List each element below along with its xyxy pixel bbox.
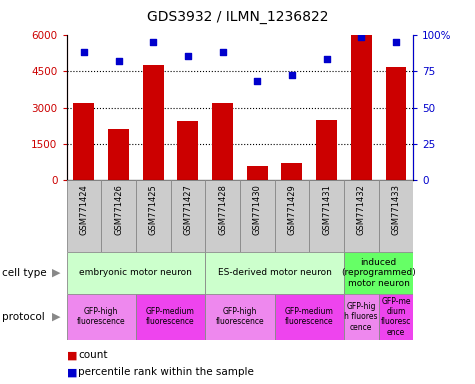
Text: GFP-high
fluorescence: GFP-high fluorescence <box>216 307 264 326</box>
Point <box>392 39 400 45</box>
Bar <box>205 294 275 340</box>
Bar <box>66 180 101 252</box>
Text: GSM771429: GSM771429 <box>287 184 296 235</box>
Bar <box>275 180 309 252</box>
Text: GSM771427: GSM771427 <box>183 184 192 235</box>
Text: ES-derived motor neuron: ES-derived motor neuron <box>218 268 332 277</box>
Text: GSM771428: GSM771428 <box>218 184 227 235</box>
Bar <box>344 252 413 294</box>
Text: GSM771424: GSM771424 <box>79 184 88 235</box>
Text: embryonic motor neuron: embryonic motor neuron <box>79 268 192 277</box>
Text: count: count <box>78 350 108 360</box>
Text: GSM771430: GSM771430 <box>253 184 262 235</box>
Text: percentile rank within the sample: percentile rank within the sample <box>78 367 254 377</box>
Text: GSM771431: GSM771431 <box>322 184 331 235</box>
Bar <box>282 164 302 180</box>
Text: GSM771433: GSM771433 <box>391 184 400 235</box>
Bar <box>205 180 240 252</box>
Point <box>323 56 331 63</box>
Text: GFP-medium
fluorescence: GFP-medium fluorescence <box>146 307 195 326</box>
Text: GSM771425: GSM771425 <box>149 184 158 235</box>
Bar <box>240 180 275 252</box>
Point <box>184 53 192 60</box>
Text: ■: ■ <box>66 350 77 360</box>
Point <box>358 35 365 41</box>
Bar <box>344 294 379 340</box>
Text: ▶: ▶ <box>52 312 61 322</box>
Bar <box>205 252 344 294</box>
Bar <box>101 180 136 252</box>
Bar <box>212 103 233 180</box>
Bar <box>275 294 344 340</box>
Bar <box>108 129 129 180</box>
Point <box>218 49 227 55</box>
Bar <box>309 180 344 252</box>
Bar <box>66 294 136 340</box>
Bar <box>386 68 406 180</box>
Point <box>115 58 123 64</box>
Bar <box>136 294 205 340</box>
Bar <box>136 180 171 252</box>
Text: GFP-me
dium
fluoresc
ence: GFP-me dium fluoresc ence <box>381 297 411 337</box>
Bar <box>171 180 205 252</box>
Bar <box>316 120 337 180</box>
Bar <box>66 252 205 294</box>
Text: GFP-medium
fluorescence: GFP-medium fluorescence <box>285 307 333 326</box>
Text: induced
(reprogrammed)
motor neuron: induced (reprogrammed) motor neuron <box>341 258 416 288</box>
Text: GFP-hig
h fluores
cence: GFP-hig h fluores cence <box>344 302 378 332</box>
Point <box>80 49 88 55</box>
Bar <box>379 180 413 252</box>
Point <box>288 72 295 78</box>
Bar <box>143 65 163 180</box>
Text: cell type: cell type <box>2 268 47 278</box>
Text: GSM771426: GSM771426 <box>114 184 123 235</box>
Text: ▶: ▶ <box>52 268 61 278</box>
Bar <box>351 35 371 180</box>
Bar <box>379 294 413 340</box>
Text: GDS3932 / ILMN_1236822: GDS3932 / ILMN_1236822 <box>147 10 328 23</box>
Point <box>254 78 261 84</box>
Text: GSM771432: GSM771432 <box>357 184 366 235</box>
Point <box>149 39 157 45</box>
Text: ■: ■ <box>66 367 77 377</box>
Bar <box>178 121 198 180</box>
Bar <box>74 103 94 180</box>
Text: GFP-high
fluorescence: GFP-high fluorescence <box>77 307 125 326</box>
Bar <box>344 180 379 252</box>
Text: protocol: protocol <box>2 312 45 322</box>
Bar <box>247 166 267 180</box>
